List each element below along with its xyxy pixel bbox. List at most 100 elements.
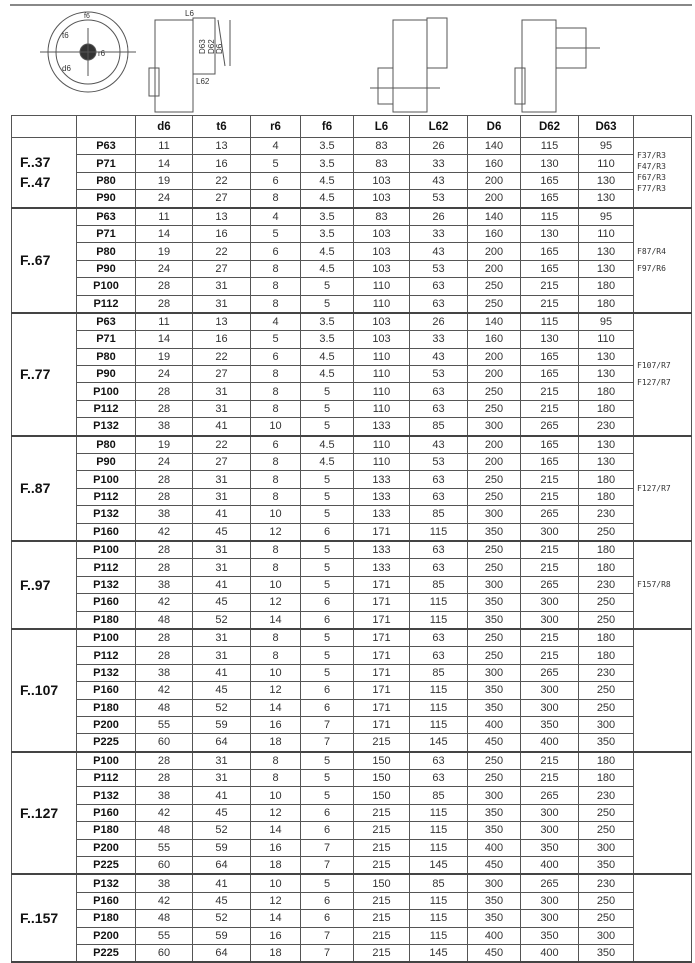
dimension-cell: 130 [520,154,579,173]
table-row: P132 38 41 10 5 133 85 300 265 230 [12,417,692,437]
dimension-cell: 55 [135,838,193,858]
dimension-cell: 450 [467,733,521,753]
dimension-cell: 3.5 [300,312,354,332]
table-row: F..97 P100 28 31 8 5 133 63 250 215 180 F157/R8 [11,540,692,630]
dimension-cell: 26 [409,312,468,332]
motor-size-cell: P180 [76,909,136,928]
group-label: F..77 [11,312,77,437]
dimension-cell: 16 [250,838,301,858]
dimension-cell: 300 [578,715,634,735]
group-label: F..97 [11,540,77,630]
dimension-cell: 6 [300,681,354,700]
dimension-cell: 265 [520,786,579,805]
dimension-cell: 11 [135,312,193,332]
dimension-cell: 10 [250,575,301,595]
dimension-cell: 350 [520,715,579,735]
table-row: P71 14 16 5 3.5 103 33 160 130 110 [12,224,692,244]
table-row: P132 38 41 10 5 171 85 300 265 230 [12,663,692,683]
dimension-cell: 4.5 [300,453,354,472]
dimension-cell: 24 [135,259,193,279]
dimension-cell: 103 [353,312,410,332]
dimension-cell: 45 [192,803,251,823]
table-row: P200 55 59 16 7 171 115 400 350 300 [12,715,692,735]
dimension-cell: 115 [409,838,468,858]
dimension-cell: 5 [250,224,301,244]
dimension-cell: 48 [135,909,193,928]
dimension-cell: 171 [353,698,410,717]
dimension-cell: 133 [353,558,410,577]
dimension-cell: 5 [300,558,354,577]
dimension-cell: 200 [467,242,521,261]
dimension-cell: 250 [467,277,521,296]
dimension-cell: 165 [520,171,579,191]
dimension-cell: 28 [135,751,193,771]
motor-size-cell: P80 [76,435,136,455]
dimension-cell: 31 [192,470,251,489]
dimension-cell: 10 [250,786,301,805]
motor-size-cell: P100 [76,470,136,489]
dimension-cell: 4.5 [300,242,354,261]
dimension-cell: 215 [520,470,579,489]
dimension-cell: 265 [520,873,579,893]
label-D63: D63 [198,39,207,54]
label-L6: L6 [185,9,194,18]
dimension-cell: 64 [192,856,251,876]
dimension-cell: 95 [578,312,634,332]
dimension-cell: 31 [192,294,251,314]
motor-size-cell: P112 [76,294,136,314]
dimension-cell: 140 [467,312,521,332]
dimension-cell: 165 [520,453,579,472]
dimension-cell: 8 [250,259,301,279]
dimension-cell: 110 [578,330,634,349]
motor-size-cell: P90 [76,453,136,472]
dimension-cell: 110 [578,224,634,244]
dimension-cell: 8 [250,453,301,472]
table-row: P160 42 45 12 6 171 115 350 300 250 [12,681,692,700]
dimension-cell: 215 [520,646,579,665]
dimension-cell: 180 [578,769,634,788]
dimension-cell: 130 [578,242,634,261]
table-row: F..107 P100 28 31 8 5 171 63 250 215 180 [11,628,692,753]
group-label: F..87 [11,435,77,542]
table-row: F..157 P132 38 41 10 5 150 85 300 265 230 [11,873,692,963]
motor-size-cell: P160 [76,803,136,823]
dimension-cell: 5 [300,399,354,419]
motor-size-cell: P100 [76,277,136,296]
dimension-cell: 41 [192,873,251,893]
column-header: D62 [520,115,579,138]
dimension-cell: 300 [467,786,521,805]
dimension-cell: 48 [135,698,193,717]
dimension-cell: 145 [409,856,468,876]
table-row: P132 38 41 10 5 171 85 300 265 230 [12,575,692,595]
dimension-cell: 215 [353,909,410,928]
dimension-cell: 38 [135,575,193,595]
dimension-cell: 350 [467,803,521,823]
dimension-cell: 300 [520,909,579,928]
dimension-cell: 130 [578,453,634,472]
compatible-models-note: F37/R3 F47/R3 F67/R3 F77/R3 [633,136,692,209]
dimension-cell: 8 [250,628,301,648]
dimension-cell: 5 [300,873,354,893]
dimension-cell: 300 [520,698,579,717]
dimension-cell: 6 [250,171,301,191]
table-row: P100 28 31 8 5 133 63 250 215 180 [12,470,692,489]
dimension-cell: 7 [300,715,354,735]
dimension-cell: 38 [135,505,193,524]
dimension-cell: 250 [578,803,634,823]
dimension-cell: 400 [467,715,521,735]
dimension-cell: 7 [300,943,354,963]
dimension-cell: 63 [409,487,468,507]
motor-size-cell: P132 [76,575,136,595]
table-row: P225 60 64 18 7 215 145 450 400 350 [12,943,692,963]
compatible-models-note [633,628,692,753]
dimension-cell: 52 [192,909,251,928]
dimension-cell: 300 [520,891,579,911]
dimension-cell: 145 [409,733,468,753]
dimension-cell: 85 [409,505,468,524]
dimension-cell: 165 [520,365,579,384]
dimension-cell: 64 [192,943,251,963]
dimension-cell: 230 [578,417,634,437]
dimension-cell: 350 [467,821,521,840]
label-r6: r6 [98,49,106,58]
dimension-cell: 171 [353,522,410,542]
